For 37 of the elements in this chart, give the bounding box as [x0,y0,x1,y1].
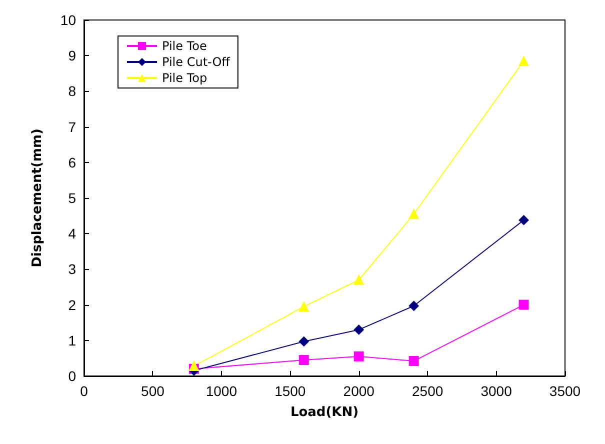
y-tick-label: 0 [68,368,76,384]
x-tick-label: 1000 [206,383,238,399]
x-axis-title: Load(KN) [290,405,359,420]
point [354,274,364,285]
y-tick-label: 10 [60,12,76,28]
point [298,336,309,346]
point [518,300,529,310]
y-tick-label: 9 [68,48,76,64]
point [298,302,309,312]
x-tick-label: 3000 [480,383,512,399]
point [188,361,199,372]
point [518,56,529,66]
y-tick-label: 6 [68,154,76,170]
point [354,324,364,335]
y-tick-label: 4 [68,226,76,242]
x-tick-label: 2000 [343,383,375,399]
y-tick-label: 8 [68,83,76,100]
x-tick-label: 1500 [274,383,306,399]
y-axis-title: Displacement(mm) [30,128,45,268]
point [518,215,529,226]
y-tick-label: 2 [68,296,76,313]
x-tick-label: 3500 [549,383,581,399]
point [408,356,419,366]
y-tick-label: 3 [68,261,76,278]
x-tick-label: 2500 [412,383,444,399]
legend-label: Pile Cut-Off [162,55,231,69]
x-tick-label: 0 [80,383,88,399]
x-tick-label: 500 [141,383,165,399]
legend-label: Pile Top [162,71,208,85]
legend-label: Pile Toe [162,39,207,53]
y-tick-label: 1 [68,332,76,348]
y-tick-label: 5 [68,190,76,206]
point [408,300,419,311]
y-tick-label: 7 [68,118,76,135]
point [408,209,419,220]
point [298,354,309,365]
point [354,351,364,362]
